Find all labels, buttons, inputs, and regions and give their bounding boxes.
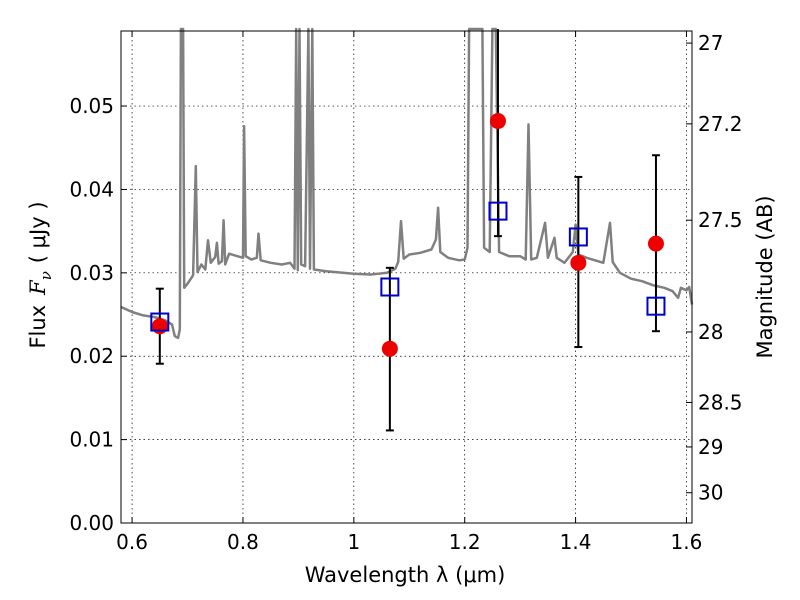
observed-point xyxy=(489,113,506,130)
y-tick-label: 0.00 xyxy=(69,511,114,535)
x-tick-label: 1.4 xyxy=(560,530,592,554)
model-points-layer xyxy=(150,201,666,332)
y-axis-label-unit: ( μJy ) xyxy=(26,201,50,263)
x-tick-label: 0.6 xyxy=(116,530,148,554)
model-point xyxy=(568,227,588,247)
y2-axis-label: Magnitude (AB) xyxy=(753,195,777,358)
mag-tick-label: 28 xyxy=(698,320,723,344)
y-tick-label: 0.01 xyxy=(69,428,114,452)
mag-tick-label: 27 xyxy=(698,31,723,55)
observed-point xyxy=(570,254,587,271)
observed-point xyxy=(381,340,398,357)
model-point xyxy=(150,312,170,332)
y-tick-label: 0.04 xyxy=(69,177,114,201)
mag-tick-label: 28.5 xyxy=(698,390,743,414)
x-tick-label: 1.2 xyxy=(449,530,481,554)
y-axis-label-text: Flux xyxy=(26,305,50,349)
mag-tick-label: 27.2 xyxy=(698,112,743,136)
model-point xyxy=(488,201,508,221)
x-tick-label: 1 xyxy=(347,530,360,554)
y-axis-label: Flux Fν ( μJy ) xyxy=(26,201,55,348)
model-spectrum-layer xyxy=(120,27,694,340)
observed-point xyxy=(647,235,664,252)
y-tick-label: 0.02 xyxy=(69,344,114,368)
plot-frame xyxy=(120,30,693,524)
y-tick-label: 0.03 xyxy=(69,261,114,285)
y-tick-label: 0.05 xyxy=(69,94,114,118)
model-point xyxy=(380,277,400,297)
model-spectrum-line xyxy=(120,27,694,340)
ticks: 0.6 0.8 1 1.2 1.4 1.6 0.00 0.01 0.02 0.03 0.04 0.05… xyxy=(69,31,743,554)
x-tick-label: 0.8 xyxy=(227,530,259,554)
x-axis-label: Wavelength λ (μm) xyxy=(305,563,506,587)
y-axis-label-subscript: ν xyxy=(37,271,55,280)
mag-tick-label: 29 xyxy=(698,435,723,459)
x-tick-label: 1.6 xyxy=(671,530,703,554)
mag-tick-label: 27.5 xyxy=(698,208,743,232)
y-axis-label-symbol: F xyxy=(26,279,50,296)
mag-tick-label: 30 xyxy=(698,481,723,505)
model-point xyxy=(646,296,666,316)
